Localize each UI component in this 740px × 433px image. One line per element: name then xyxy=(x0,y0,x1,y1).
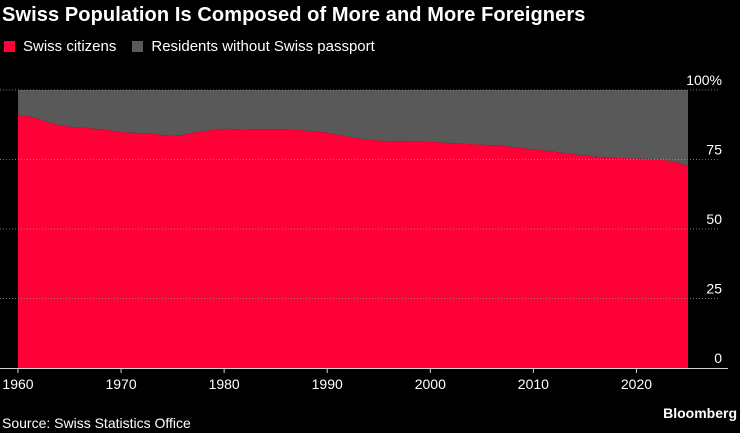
legend-swatch-foreign-residents xyxy=(132,41,144,52)
legend-label-foreign-residents: Residents without Swiss passport xyxy=(151,38,375,55)
legend-item-foreign-residents: Residents without Swiss passport xyxy=(132,38,375,55)
legend-swatch-swiss-citizens xyxy=(4,41,15,52)
legend-item-swiss-citizens: Swiss citizens xyxy=(4,38,116,55)
x-tick-label-1970: 1970 xyxy=(105,376,136,392)
chart-title: Swiss Population Is Composed of More and… xyxy=(2,4,586,26)
series-area-foreign-residents xyxy=(18,90,688,166)
y-tick-label-50: 50 xyxy=(706,211,722,227)
legend-label-swiss-citizens: Swiss citizens xyxy=(23,38,117,55)
x-tick-label-1990: 1990 xyxy=(312,376,343,392)
x-tick-label-1960: 1960 xyxy=(2,376,33,392)
x-tick-label-2020: 2020 xyxy=(621,376,652,392)
y-tick-label-75: 75 xyxy=(706,142,722,158)
y-tick-label-0: 0 xyxy=(714,350,722,366)
x-tick-label-2010: 2010 xyxy=(518,376,549,392)
series-area-swiss-citizens xyxy=(18,115,688,369)
source-note: Source: Swiss Statistics Office xyxy=(2,415,191,431)
chart-legend: Swiss citizens Residents without Swiss p… xyxy=(4,38,391,55)
x-tick-label-2000: 2000 xyxy=(415,376,446,392)
bloomberg-logo: Bloomberg xyxy=(663,405,737,421)
y-tick-label-25: 25 xyxy=(706,281,722,297)
area-chart: 0 25 50 75 100% 1960 1970 1980 1990 2000 2010 2020 xyxy=(0,72,728,392)
y-tick-label-100: 100% xyxy=(686,72,722,88)
x-tick-label-1980: 1980 xyxy=(209,376,240,392)
